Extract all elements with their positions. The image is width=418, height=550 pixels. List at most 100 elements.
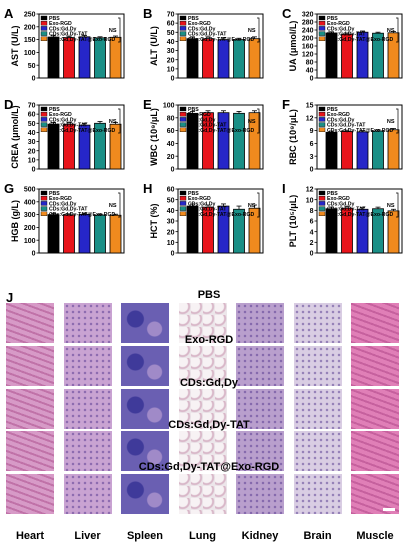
legend-label: CDs:Gd,Dy-TAT [327, 123, 366, 129]
legend-swatch [179, 190, 187, 196]
y-tick-label: 15 [306, 103, 314, 110]
histology-image-liver [63, 303, 112, 343]
histology-image-lung [178, 431, 227, 471]
legend-swatch [40, 201, 48, 206]
legend-label: CDs:Gd,Dy [327, 117, 354, 123]
legend-swatch [318, 117, 326, 122]
legend-swatch [318, 106, 326, 112]
legend-swatch [179, 106, 187, 112]
y-tick-label: 0 [171, 76, 175, 83]
histology-image-muscle [351, 346, 399, 386]
y-tick-label: 9 [310, 128, 314, 135]
row-title: PBS [197, 289, 221, 301]
legend-swatch [40, 111, 48, 117]
y-tick-label: 60 [167, 187, 175, 194]
y-tick-label: 60 [167, 128, 175, 135]
legend-label: PBS [188, 16, 199, 22]
legend-swatch [40, 106, 48, 112]
y-tick-label: 30 [167, 219, 175, 226]
legend-label: CDs:Gd,Dy [188, 117, 215, 123]
legend-swatch [179, 122, 187, 127]
y-tick-label: 40 [306, 68, 314, 75]
significance-bracket [118, 192, 121, 218]
legend-label: CDs:Gd,Dy-TAT@Exo-RGD [49, 128, 116, 134]
y-tick-label: 240 [302, 28, 314, 35]
legend-swatch [318, 127, 326, 133]
y-tick-label: 3 [310, 154, 314, 161]
histology-image-liver [63, 474, 112, 514]
significance-bracket [396, 108, 399, 134]
histology-image-muscle [351, 389, 399, 429]
y-tick-label: 60 [167, 21, 175, 28]
legend-swatch [179, 111, 187, 117]
y-tick-label: 8 [310, 208, 314, 215]
histology-image-brain [293, 389, 342, 429]
histology-image-brain [293, 474, 342, 514]
y-axis-label: AST (U/L) [10, 26, 20, 67]
legend-swatch [318, 190, 326, 196]
legend-swatch [179, 206, 187, 211]
significance-bracket [257, 192, 260, 218]
y-tick-label: 2 [310, 240, 314, 247]
legend-swatch [318, 122, 326, 127]
significance-bracket [118, 108, 121, 134]
histology-image-kidney [236, 431, 284, 471]
panel-letter: C [282, 6, 292, 21]
organ-label: Kidney [241, 530, 279, 542]
y-tick-label: 6 [310, 219, 314, 226]
y-tick-label: 300 [24, 212, 36, 219]
y-tick-label: 160 [302, 44, 314, 51]
y-tick-label: 20 [167, 154, 175, 161]
legend-swatch [40, 190, 48, 196]
legend-label: CDs:Gd,Dy [188, 26, 215, 32]
legend-swatch [40, 21, 48, 26]
histology-image-spleen [121, 303, 169, 343]
y-tick-label: 100 [24, 238, 36, 245]
significance-bracket [118, 17, 121, 43]
legend-label: CDs:Gd,Dy-TAT@Exo-RGD [49, 212, 116, 218]
histology-image-heart [6, 431, 54, 471]
ns-label: NS [248, 119, 256, 125]
histology-image-liver [63, 431, 112, 471]
histology-image-muscle [351, 431, 399, 471]
legend-label: CDs:Gd,Dy-TAT [188, 123, 227, 129]
histology-image-muscle [351, 303, 399, 343]
legend-swatch [318, 36, 326, 41]
legend-label: CDs:Gd,Dy [327, 26, 354, 32]
legend-label: PBS [188, 107, 199, 113]
legend-swatch [179, 15, 187, 21]
legend-label: CDs:Gd,Dy-TAT [49, 123, 88, 129]
y-axis-label: RBC (10⁹/μL) [288, 109, 298, 165]
ns-label: NS [109, 28, 117, 34]
legend-label: CDs:Gd,Dy-TAT@Exo-RGD [49, 37, 116, 43]
ns-label: NS [109, 203, 117, 209]
organ-label: Brain [303, 530, 332, 542]
legend-swatch [179, 31, 187, 36]
panel-letter: A [4, 6, 14, 21]
y-tick-label: 20 [167, 229, 175, 236]
y-axis-label: CREA (μmol/L) [10, 105, 20, 168]
legend-label: CDs:Gd,Dy-TAT@Exo-RGD [327, 212, 394, 218]
histology-image-brain [293, 431, 342, 471]
histology-image-heart [6, 474, 54, 514]
y-tick-label: 6 [310, 141, 314, 148]
panel-letter: I [282, 181, 286, 196]
organ-label: Lung [189, 530, 216, 542]
legend-swatch [318, 15, 326, 21]
panel-letter: J [6, 290, 14, 305]
legend-label: Exo-RGD [188, 196, 211, 202]
legend-swatch [318, 195, 326, 201]
histology-image-heart [6, 303, 54, 343]
legend-swatch [179, 21, 187, 26]
legend-label: CDs:Gd,Dy [49, 117, 76, 123]
legend-swatch [179, 195, 187, 201]
legend-label: CDs:Gd,Dy-TAT [188, 32, 227, 38]
legend-label: CDs:Gd,Dy-TAT@Exo-RGD [327, 37, 394, 43]
y-tick-label: 10 [28, 157, 36, 164]
